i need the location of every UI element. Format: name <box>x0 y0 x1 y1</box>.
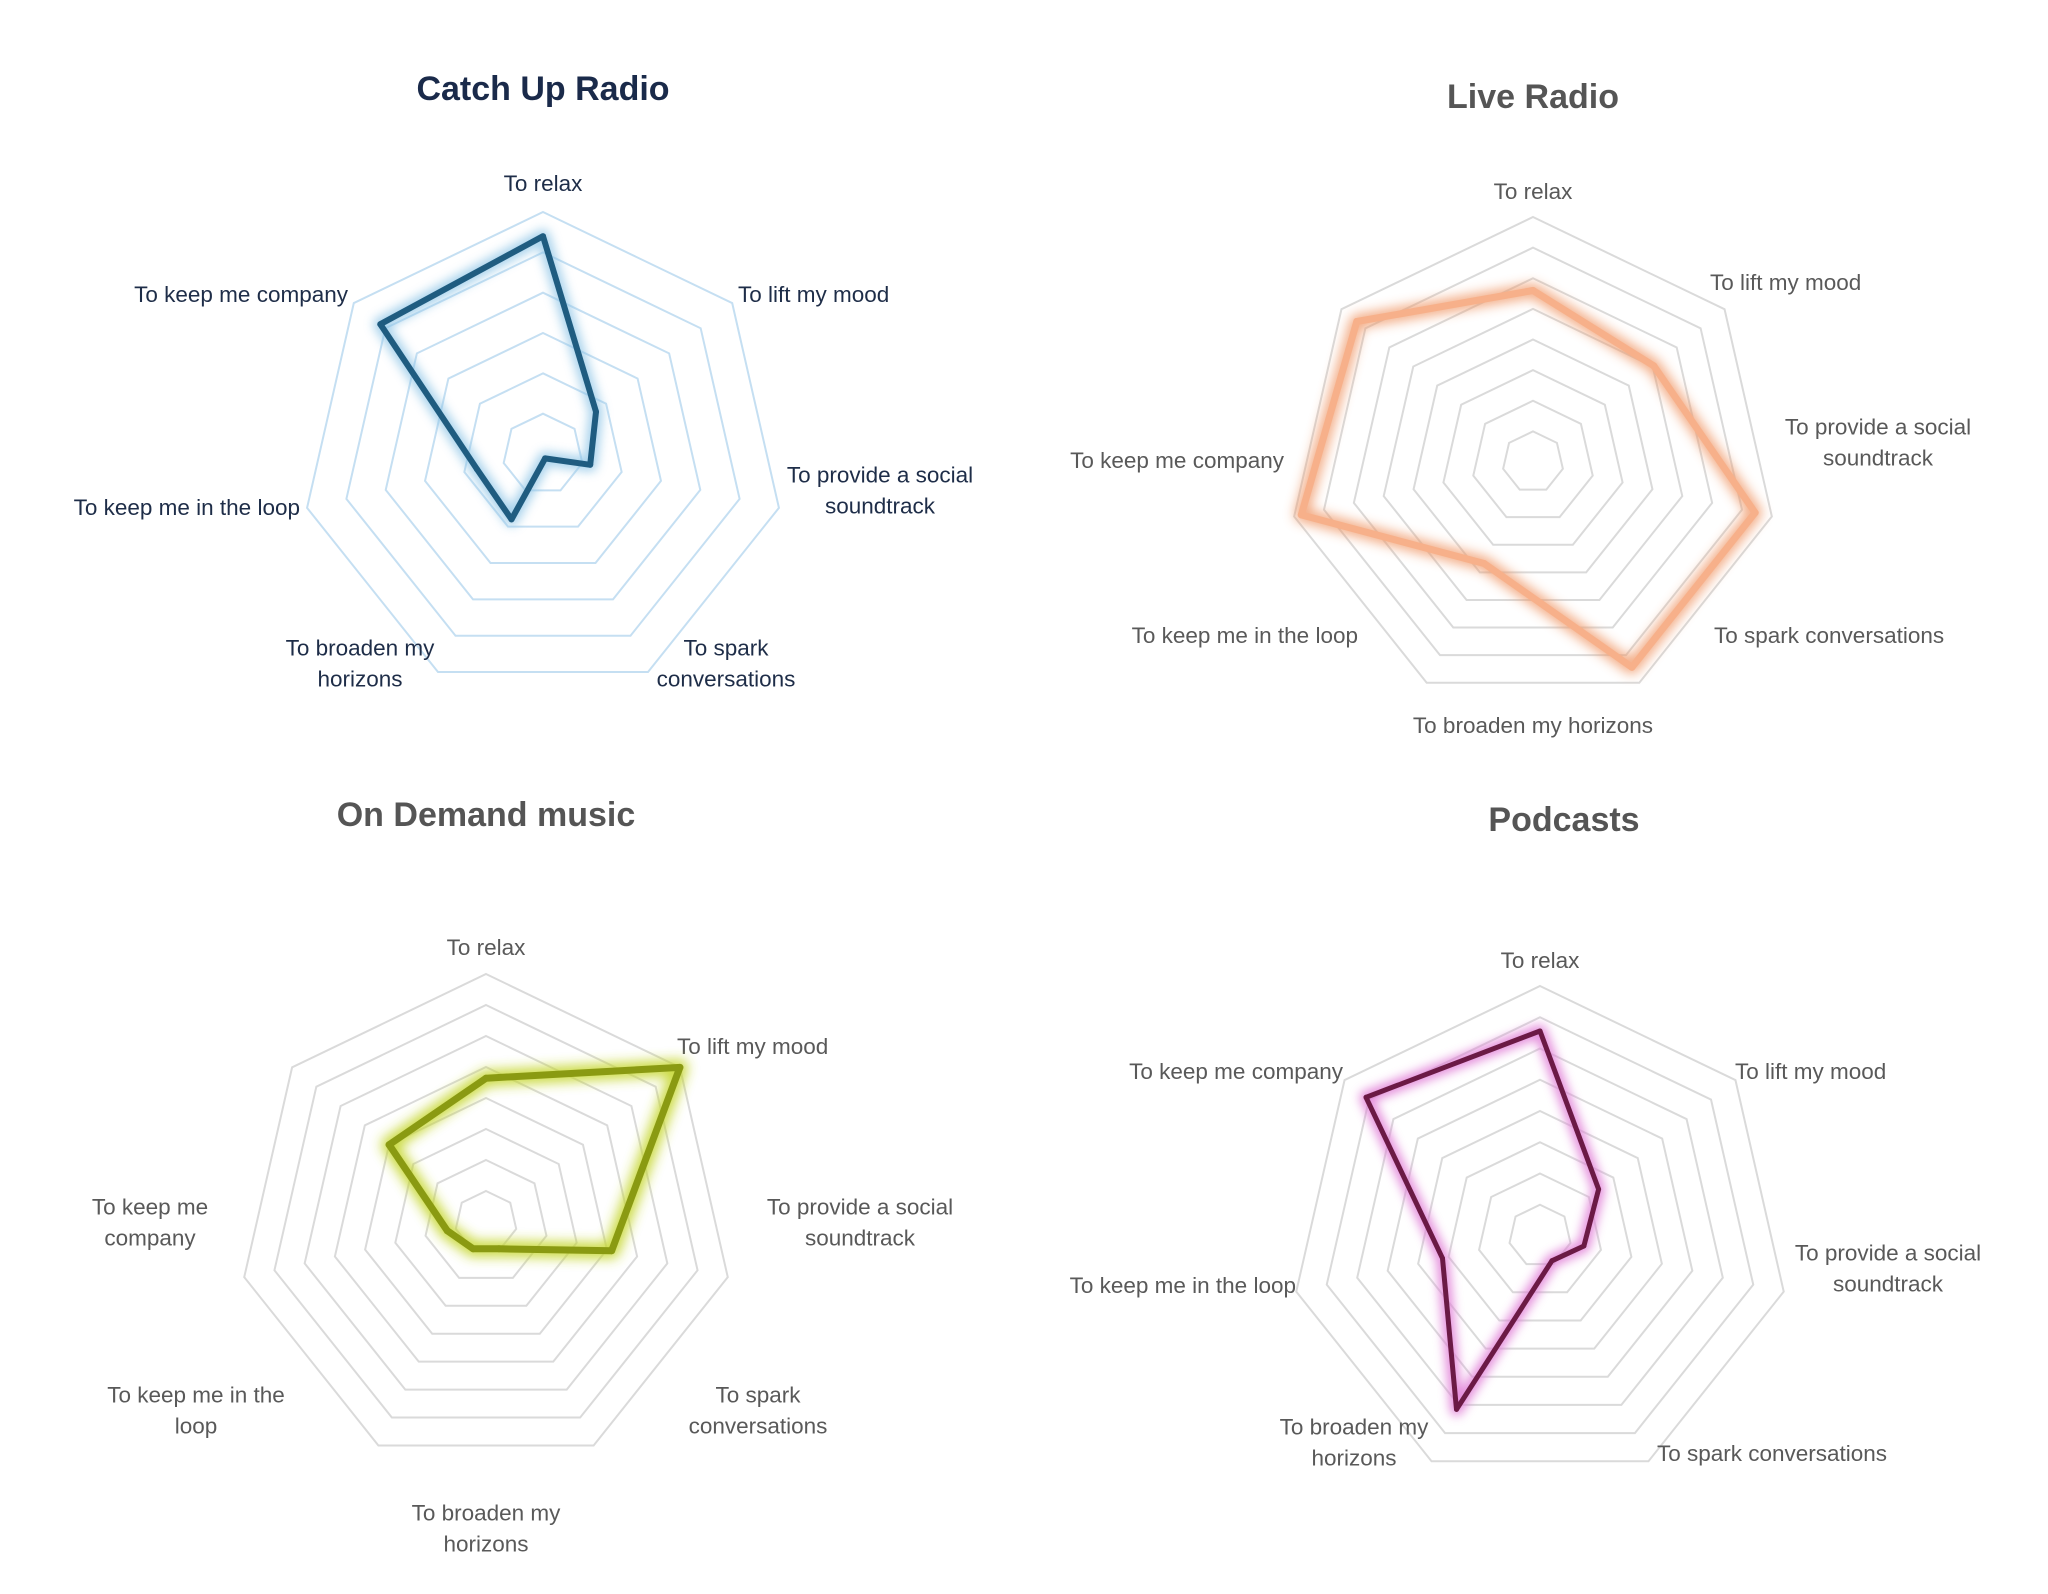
axis-label-to-broaden-my-horizons: To broaden my horizons <box>1413 713 1653 738</box>
series-line <box>1297 287 1759 671</box>
data-point-to-keep-me-in-the-loop <box>1440 1255 1445 1261</box>
series-line <box>377 233 599 523</box>
chart-title: Catch Up Radio <box>416 70 669 108</box>
axis-label-to-spark-conversations: To spark conversations <box>1657 1441 1887 1466</box>
grid-ring <box>1356 1047 1724 1406</box>
axis-label-to-keep-me-company: To keep me company <box>134 282 349 307</box>
grid-ring <box>1442 369 1624 546</box>
live-radio-radar-chart: Live Radio To relax To lift my mood To prov… <box>1070 78 1971 738</box>
data-point-to-provide-a-social-soundtrack <box>608 1247 616 1255</box>
data-point-to-keep-me-company <box>1363 1094 1369 1100</box>
grid-ring <box>364 1096 608 1335</box>
axis-label-to-broaden-my-horizons: To broaden my horizons <box>1280 1415 1430 1471</box>
grid-ring <box>1325 1016 1755 1435</box>
grid-ring <box>1502 430 1564 491</box>
data-point-to-keep-me-company <box>377 321 384 328</box>
series-glow <box>1359 1024 1606 1416</box>
grid-ring <box>1293 215 1773 684</box>
data-point-to-keep-me-in-the-loop <box>473 466 480 473</box>
axis-label-to-broaden-my-horizons: To broaden my horizons <box>412 1501 562 1557</box>
grid-ring <box>333 1065 639 1363</box>
axis-label-to-provide-a-social-soundtrack: To provide a social soundtrack <box>767 1195 953 1251</box>
grid-ring <box>1412 338 1654 574</box>
axis-label-to-lift-my-mood: To lift my mood <box>677 1034 828 1059</box>
grid-ring <box>1447 1141 1633 1322</box>
axis-label-to-keep-me-company: To keep me company <box>92 1195 208 1251</box>
axis-label-to-lift-my-mood: To lift my mood <box>738 282 889 307</box>
grid-ring <box>1386 1078 1694 1378</box>
data-point-to-broaden-my-horizons <box>508 516 515 523</box>
data-point-to-broaden-my-horizons <box>1454 1406 1459 1412</box>
axis-label-to-keep-me-company: To keep me company <box>1129 1059 1344 1084</box>
axis-label-to-spark-conversations: To spark conversations <box>1714 623 1944 648</box>
podcasts-radar-chart: Podcasts To relax To lift my mood To provid… <box>1070 801 1982 1471</box>
data-point-to-spark-conversations <box>495 1245 503 1253</box>
grid-ring <box>345 251 741 637</box>
axis-label-to-keep-me-in-the-loop: To keep me in the loop <box>1070 1273 1296 1298</box>
data-point-to-relax <box>540 233 546 240</box>
axis-label-to-spark-conversations: To spark conversations <box>657 636 796 692</box>
axis-label-to-spark-conversations: To spark conversations <box>689 1383 828 1439</box>
grid-ring <box>1295 984 1785 1463</box>
series-line <box>385 1063 684 1255</box>
grid-ring <box>243 972 729 1447</box>
series-line <box>1363 1028 1602 1412</box>
data-point-to-broaden-my-horizons <box>1480 560 1488 567</box>
axis-label-to-provide-a-social-soundtrack: To provide a social soundtrack <box>1785 415 1971 471</box>
grid-ring <box>463 372 623 528</box>
on-demand-music-radar-chart: On Demand music To relax To lift my mood To… <box>92 796 953 1557</box>
grid-ring <box>303 1034 669 1391</box>
data-point-to-lift-my-mood <box>1650 362 1658 370</box>
grid-ring <box>1322 246 1744 657</box>
axis-label-to-keep-me-company: To keep me company <box>1070 448 1285 473</box>
data-point-to-lift-my-mood <box>1596 1186 1602 1192</box>
data-point-to-spark-conversations <box>542 455 549 462</box>
data-point-to-keep-me-in-the-loop <box>1297 511 1305 519</box>
data-point-to-keep-me-in-the-loop <box>443 1227 451 1235</box>
grid-ring <box>424 1158 548 1279</box>
axis-label-to-broaden-my-horizons: To broaden my horizons <box>286 636 436 692</box>
data-point-to-keep-me-company <box>1353 318 1361 325</box>
axis-label-to-keep-me-in-the-loop: To keep me in the loop <box>1132 623 1358 648</box>
axis-label-to-relax: To relax <box>447 935 527 960</box>
axis-label-to-relax: To relax <box>1501 948 1581 973</box>
axis-label-to-provide-a-social-soundtrack: To provide a social soundtrack <box>787 463 973 519</box>
axis-label-to-lift-my-mood: To lift my mood <box>1735 1059 1886 1084</box>
axis-label-to-relax: To relax <box>1494 179 1574 204</box>
grid-ring <box>1508 1203 1572 1266</box>
data-point-to-provide-a-social-soundtrack <box>1581 1243 1587 1249</box>
grid-ring <box>502 412 584 492</box>
data-point-to-relax <box>1537 1028 1543 1034</box>
data-point-to-relax <box>1529 287 1537 294</box>
grid-ring <box>1472 399 1594 519</box>
grid-ring <box>423 331 663 565</box>
grid-ring <box>1352 277 1714 629</box>
axis-label-to-keep-me-in-the-loop: To keep me in the loop <box>107 1383 285 1439</box>
data-point-to-relax <box>482 1074 490 1082</box>
data-point-to-lift-my-mood <box>676 1063 684 1071</box>
axis-label-to-keep-me-in-the-loop: To keep me in the loop <box>74 495 300 520</box>
chart-title: Podcasts <box>1488 801 1639 839</box>
data-point-to-lift-my-mood <box>593 408 599 415</box>
series-glow <box>381 1059 688 1259</box>
chart-title: On Demand music <box>337 796 636 834</box>
catch-up-radio-radar-chart: Catch Up Radio To relax To lift my mood To … <box>74 70 974 692</box>
chart-title: Live Radio <box>1447 78 1619 116</box>
data-point-to-broaden-my-horizons <box>469 1245 477 1253</box>
axis-label-to-relax: To relax <box>504 171 584 196</box>
data-point-to-spark-conversations <box>1628 663 1636 671</box>
data-point-to-spark-conversations <box>1549 1258 1555 1264</box>
data-point-to-keep-me-company <box>385 1141 393 1149</box>
axis-label-to-lift-my-mood: To lift my mood <box>1710 270 1861 295</box>
data-point-to-provide-a-social-soundtrack <box>587 461 594 468</box>
grid-ring <box>1417 1109 1663 1350</box>
axis-label-to-provide-a-social-soundtrack: To provide a social soundtrack <box>1795 1241 1981 1297</box>
data-point-to-provide-a-social-soundtrack <box>1751 509 1759 517</box>
grid-ring <box>394 1127 578 1307</box>
grid-ring <box>305 210 781 674</box>
